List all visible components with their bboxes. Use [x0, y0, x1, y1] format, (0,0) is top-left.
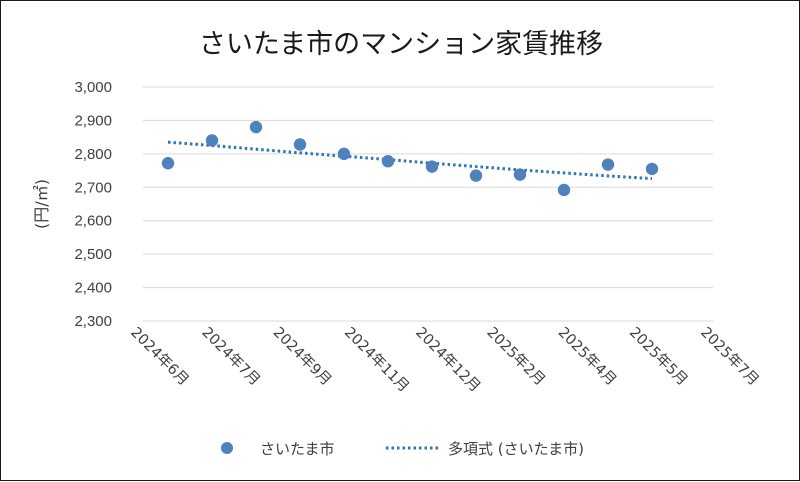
x-tick-label: 2024年11月 — [341, 324, 413, 396]
legend-marker-icon — [221, 442, 233, 454]
x-tick-label: 2024年9月 — [270, 324, 335, 389]
y-tick-label: 3,000 — [74, 79, 112, 96]
data-point — [205, 134, 219, 147]
data-point — [381, 155, 395, 168]
x-tick-label: 2024年7月 — [198, 324, 263, 389]
y-tick-label: 2,500 — [74, 246, 112, 263]
data-point — [557, 183, 571, 197]
x-tick-label: 2025年2月 — [483, 324, 548, 389]
legend: さいたま市 多項式 (さいたま市) — [221, 440, 584, 458]
data-points — [161, 120, 659, 197]
trendline-group — [167, 140, 653, 181]
y-tick-label: 2,800 — [74, 146, 112, 163]
x-tick-label: 2024年12月 — [412, 324, 484, 396]
data-point — [469, 169, 483, 182]
x-tick-label: 2025年7月 — [697, 324, 762, 389]
y-tick-label: 2,900 — [74, 112, 112, 129]
chart-title: さいたま市のマンション家賃推移 — [199, 29, 603, 60]
data-point — [645, 162, 659, 176]
y-axis-label: (円/㎡) — [32, 179, 51, 229]
legend-trendline-label: 多項式 (さいたま市) — [448, 440, 584, 458]
data-point — [337, 147, 351, 161]
x-tick-label: 2025年4月 — [555, 324, 620, 389]
data-point — [513, 168, 527, 181]
y-tick-label: 2,300 — [74, 313, 112, 330]
y-tick-label: 2,700 — [74, 179, 112, 196]
x-tick-label: 2025年5月 — [626, 324, 691, 389]
trendline — [167, 140, 653, 181]
y-tick-labels: 2,300 2,400 2,500 2,600 2,700 2,800 2,900 3,000 — [74, 79, 112, 330]
x-tick-label: 2024年6月 — [127, 324, 192, 389]
y-tick-label: 2,600 — [74, 213, 112, 230]
gridlines — [143, 86, 713, 322]
data-point — [161, 157, 175, 170]
data-point — [249, 120, 263, 134]
data-point — [293, 138, 307, 151]
x-tick-labels: 2024年6月 2024年7月 2024年9月 2024年11月 2024年12月 202… — [127, 324, 762, 396]
legend-series-label: さいたま市 — [260, 440, 335, 458]
data-point — [601, 158, 615, 171]
y-tick-label: 2,400 — [74, 280, 112, 297]
data-point — [425, 160, 439, 173]
